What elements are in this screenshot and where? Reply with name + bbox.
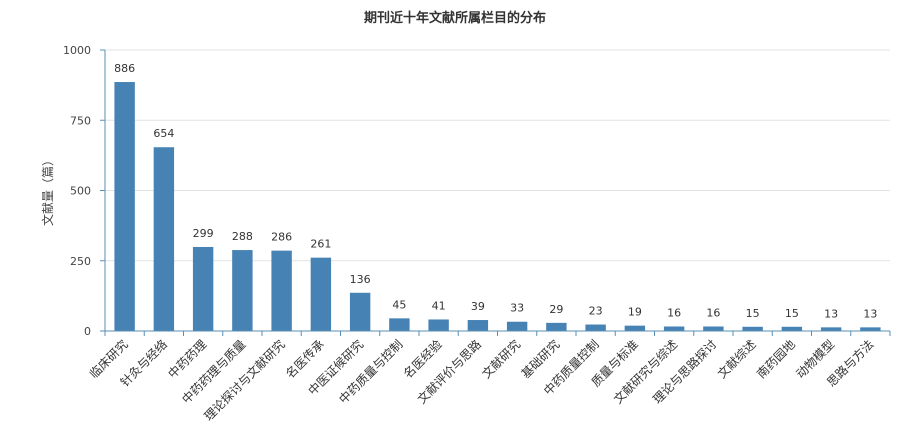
x-tick-label: 南药园地: [753, 337, 798, 382]
data-label: 33: [510, 302, 524, 315]
data-label: 16: [667, 307, 681, 320]
data-label: 45: [392, 298, 406, 311]
bar: [703, 326, 724, 331]
bar: [389, 318, 410, 331]
x-axis-ticks: 临床研究针灸与经络中药药理中药药理与质量理论探讨与文献研究名医传承中医证候研究中…: [86, 331, 891, 423]
data-label: 39: [471, 300, 485, 313]
bar: [428, 319, 449, 331]
y-tick-label: 1000: [63, 44, 91, 57]
bars: [114, 82, 881, 331]
data-label: 16: [706, 307, 720, 320]
data-label: 136: [350, 273, 371, 286]
x-tick-label: 文献研究: [479, 337, 524, 382]
data-label: 15: [746, 307, 760, 320]
y-axis-title: 文献量（篇）: [40, 154, 55, 226]
bar: [349, 292, 371, 331]
data-label: 261: [310, 238, 331, 251]
bar: [114, 82, 135, 331]
bar: [467, 320, 489, 331]
data-label: 41: [432, 299, 446, 312]
bar: [271, 250, 292, 331]
bar: [232, 250, 253, 331]
x-tick-label: 文献综述: [714, 337, 759, 382]
bar: [192, 246, 214, 331]
data-label: 29: [549, 303, 563, 316]
bar: [820, 327, 842, 331]
y-axis-ticks: 0 250 500 750 1000: [63, 44, 105, 338]
data-labels: 886 654 299 288 286 261 136 45 41 39 33 29 23 19 16 16 1…: [114, 62, 877, 320]
data-label: 654: [153, 127, 174, 140]
y-tick-label: 500: [70, 185, 91, 198]
bar: [546, 322, 567, 331]
bar: [781, 326, 803, 331]
data-label: 23: [589, 305, 603, 318]
y-tick-label: 750: [70, 114, 91, 127]
bar: [310, 257, 332, 331]
data-label: 288: [232, 230, 253, 243]
data-label: 886: [114, 62, 135, 75]
bar: [742, 326, 763, 331]
bar: [624, 325, 646, 331]
y-tick-label: 250: [70, 255, 91, 268]
bar: [860, 327, 881, 331]
bar: [153, 147, 175, 331]
data-label: 286: [271, 231, 292, 244]
data-label: 15: [785, 307, 799, 320]
gridlines: [105, 49, 890, 262]
bar: [663, 326, 685, 331]
bar: [585, 324, 606, 331]
data-label: 13: [824, 307, 838, 320]
chart-title: 期刊近十年文献所属栏目的分布: [364, 10, 546, 26]
y-tick-label: 0: [84, 325, 91, 338]
data-label: 299: [193, 227, 214, 240]
data-label: 19: [628, 306, 642, 319]
bar: [506, 321, 528, 331]
data-label: 13: [863, 307, 877, 320]
